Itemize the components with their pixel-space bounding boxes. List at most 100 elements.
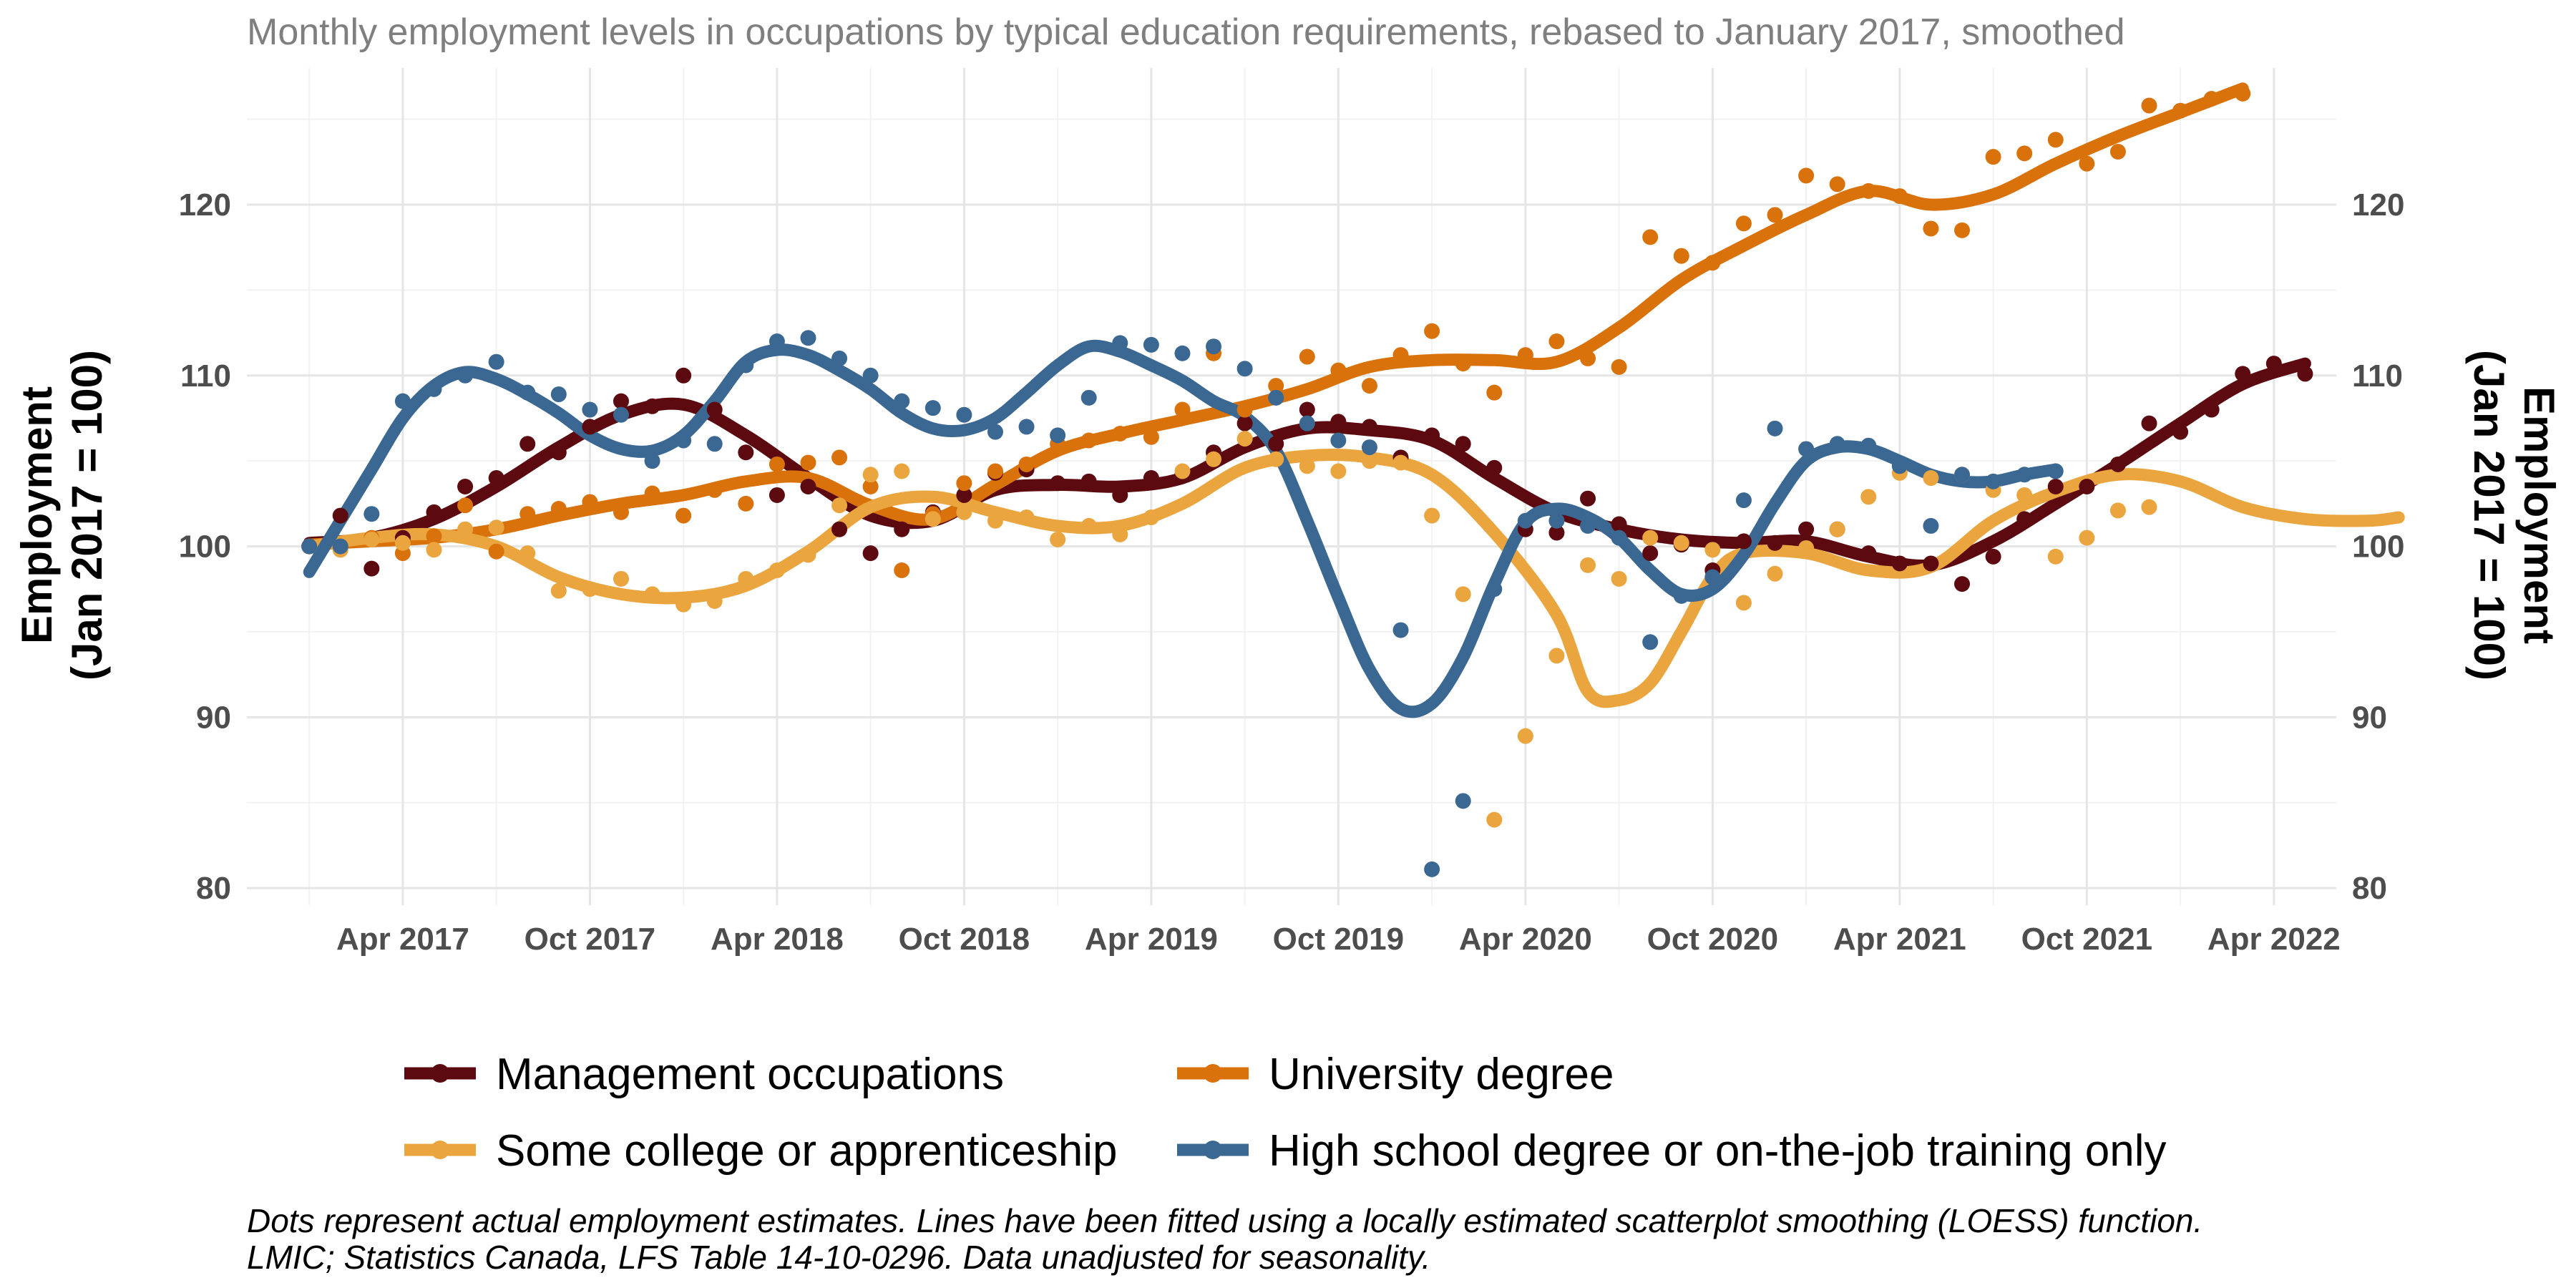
data-point-high-school-degree-or-on-the-job-training-only <box>332 538 348 555</box>
data-point-some-college-or-apprenticeship <box>1798 540 1815 556</box>
data-point-management-occupations <box>613 393 629 409</box>
legend: Management occupations University degree S… <box>404 1050 2167 1176</box>
data-point-high-school-degree-or-on-the-job-training-only <box>1455 793 1471 809</box>
data-point-some-college-or-apprenticeship <box>1236 431 1253 447</box>
series-line-some-college-or-apprenticeship <box>303 449 2405 708</box>
data-point-university-degree <box>2109 144 2126 160</box>
data-point-management-occupations <box>2047 479 2064 494</box>
data-point-university-degree <box>1580 350 1596 366</box>
data-point-university-degree <box>1299 348 1315 365</box>
data-point-management-occupations <box>457 479 474 494</box>
series-points <box>301 85 2313 877</box>
data-point-university-degree <box>1486 384 1503 401</box>
data-point-some-college-or-apprenticeship <box>644 586 660 602</box>
legend-swatch-dot <box>1204 1064 1222 1083</box>
chart-subtitle: Monthly employment levels in occupations… <box>247 11 2125 53</box>
data-point-high-school-degree-or-on-the-job-training-only <box>2047 463 2064 479</box>
x-tick-label: Oct 2021 <box>2021 922 2152 957</box>
data-point-some-college-or-apprenticeship <box>738 570 754 587</box>
data-point-high-school-degree-or-on-the-job-training-only <box>1735 492 1752 509</box>
data-point-high-school-degree-or-on-the-job-training-only <box>1361 439 1377 456</box>
data-point-management-occupations <box>1860 545 1877 562</box>
data-point-some-college-or-apprenticeship <box>1704 542 1721 558</box>
data-point-university-degree <box>1236 401 1253 418</box>
data-point-high-school-degree-or-on-the-job-training-only <box>1673 587 1689 604</box>
data-point-some-college-or-apprenticeship <box>1299 458 1315 474</box>
y-axis-right-title-line1: Employment <box>2515 386 2563 644</box>
y-tick-label-right: 80 <box>2352 871 2387 906</box>
data-point-university-degree <box>582 494 598 510</box>
data-point-university-degree <box>550 501 567 517</box>
data-point-high-school-degree-or-on-the-job-training-only <box>426 381 442 397</box>
data-point-high-school-degree-or-on-the-job-training-only <box>831 350 848 366</box>
data-point-university-degree <box>1642 229 1659 245</box>
data-point-some-college-or-apprenticeship <box>1517 728 1533 744</box>
caption-line-2: LMIC; Statistics Canada, LFS Table 14-10… <box>247 1239 1430 1276</box>
data-point-university-degree <box>1361 378 1377 394</box>
data-point-high-school-degree-or-on-the-job-training-only <box>1236 361 1253 377</box>
data-point-university-degree <box>738 495 754 512</box>
data-point-management-occupations <box>426 504 442 520</box>
data-point-university-degree <box>1424 323 1440 339</box>
data-point-university-degree <box>706 482 723 498</box>
data-point-management-occupations <box>2016 511 2033 527</box>
data-point-management-occupations <box>2109 456 2126 472</box>
y-axis-left-title: Employment (Jan 2017 = 100) <box>13 350 111 680</box>
data-point-some-college-or-apprenticeship <box>394 535 411 551</box>
legend-item-some-college-or-apprenticeship: Some college or apprenticeship <box>404 1126 1118 1176</box>
data-point-university-degree <box>1891 188 1908 205</box>
data-point-university-degree <box>426 528 442 545</box>
data-point-high-school-degree-or-on-the-job-training-only <box>394 393 411 409</box>
data-point-high-school-degree-or-on-the-job-training-only <box>1517 512 1533 529</box>
data-point-some-college-or-apprenticeship <box>1580 557 1596 573</box>
data-point-some-college-or-apprenticeship <box>1611 570 1627 587</box>
data-point-management-occupations <box>1954 576 1971 592</box>
data-point-university-degree <box>644 485 660 502</box>
data-point-university-degree <box>2141 97 2157 114</box>
y-tick-label-right: 100 <box>2352 530 2404 565</box>
data-point-high-school-degree-or-on-the-job-training-only <box>1829 436 1845 452</box>
y-tick-label-left: 90 <box>196 700 231 735</box>
data-point-some-college-or-apprenticeship <box>457 521 474 537</box>
y-axis-left: 80 90 100 110 120 <box>179 187 231 906</box>
data-point-management-occupations <box>2172 424 2189 440</box>
data-point-university-degree <box>1954 222 1971 238</box>
data-point-high-school-degree-or-on-the-job-training-only <box>613 406 629 423</box>
data-point-some-college-or-apprenticeship <box>1486 811 1503 828</box>
data-point-some-college-or-apprenticeship <box>1767 565 1783 582</box>
data-point-high-school-degree-or-on-the-job-training-only <box>1704 569 1721 585</box>
legend-label: High school degree or on-the-job trainin… <box>1269 1126 2167 1176</box>
data-point-university-degree <box>1143 429 1159 445</box>
data-point-some-college-or-apprenticeship <box>2016 487 2033 503</box>
legend-item-management-occupations: Management occupations <box>404 1050 1004 1099</box>
data-point-some-college-or-apprenticeship <box>1143 509 1159 525</box>
data-point-management-occupations <box>956 487 972 503</box>
data-point-university-degree <box>1923 220 1939 237</box>
data-point-management-occupations <box>550 444 567 461</box>
data-point-management-occupations <box>1611 516 1627 532</box>
data-point-university-degree <box>1330 362 1347 379</box>
legend-swatch-dot <box>431 1064 449 1083</box>
data-point-management-occupations <box>1923 555 1939 572</box>
data-point-management-occupations <box>1112 487 1128 503</box>
data-point-management-occupations <box>1330 414 1347 430</box>
data-point-high-school-degree-or-on-the-job-training-only <box>582 401 598 418</box>
data-point-university-degree <box>1548 333 1565 350</box>
data-point-some-college-or-apprenticeship <box>831 497 848 514</box>
data-point-management-occupations <box>332 507 348 524</box>
data-point-high-school-degree-or-on-the-job-training-only <box>1050 427 1066 444</box>
y-tick-label-right: 90 <box>2352 700 2387 735</box>
data-point-some-college-or-apprenticeship <box>769 562 785 578</box>
data-point-some-college-or-apprenticeship <box>582 581 598 597</box>
data-point-university-degree <box>1080 432 1097 449</box>
data-point-some-college-or-apprenticeship <box>1174 463 1191 479</box>
data-point-some-college-or-apprenticeship <box>1642 530 1659 546</box>
data-point-some-college-or-apprenticeship <box>1424 507 1440 524</box>
data-point-management-occupations <box>2203 401 2220 418</box>
x-tick-label: Apr 2018 <box>711 922 844 957</box>
legend-swatch-dot <box>431 1141 449 1159</box>
data-point-some-college-or-apprenticeship <box>1735 595 1752 611</box>
legend-swatch-dot <box>1204 1141 1222 1159</box>
data-point-university-degree <box>862 479 879 494</box>
x-tick-label: Apr 2021 <box>1833 922 1966 957</box>
